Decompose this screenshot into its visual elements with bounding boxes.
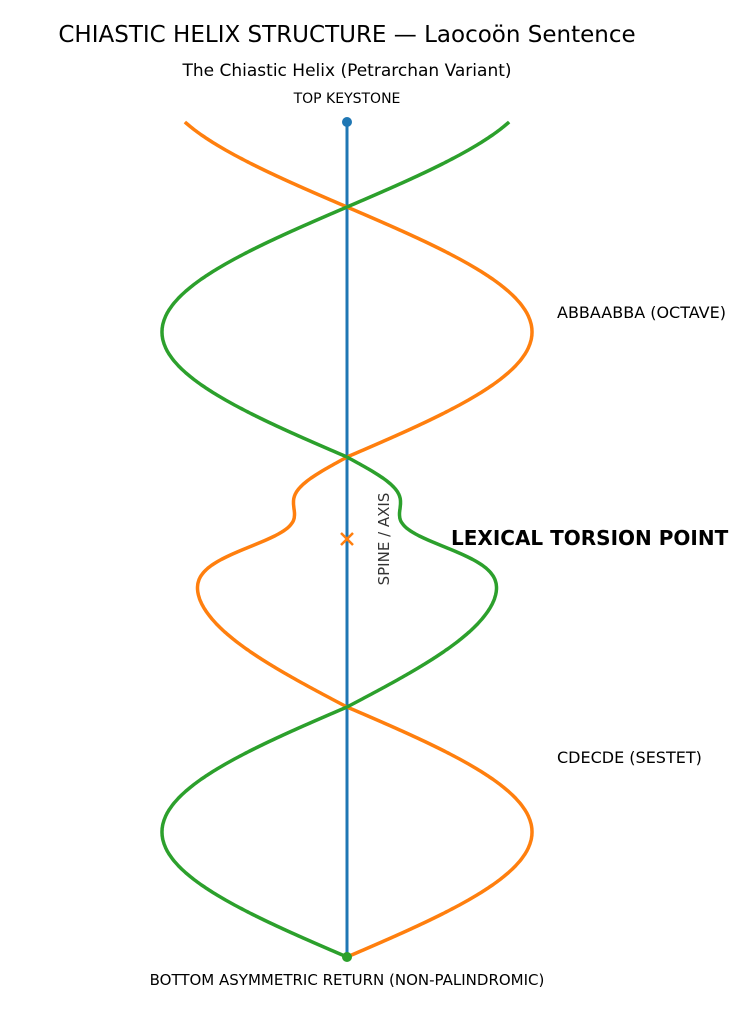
torsion-x-marker [340, 532, 354, 546]
diagram-subtitle: The Chiastic Helix (Petrarchan Variant) [182, 61, 512, 81]
bottom-return-label: BOTTOM ASYMMETRIC RETURN (NON-PALINDROMI… [149, 971, 545, 989]
octave-label: ABBAABBA (OCTAVE) [557, 303, 726, 322]
strand-green [160, 120, 511, 959]
top-keystone-marker [342, 117, 352, 127]
bottom-return-marker [342, 952, 352, 962]
torsion-label: LEXICAL TORSION POINT [451, 526, 729, 550]
diagram-title: CHIASTIC HELIX STRUCTURE — Laocoön Sente… [58, 22, 636, 48]
strand-orange [183, 120, 534, 959]
spine-axis-label: SPINE / AXIS [375, 492, 393, 586]
sestet-label: CDECDE (SESTET) [557, 748, 702, 767]
top-keystone-label: TOP KEYSTONE [293, 91, 401, 107]
